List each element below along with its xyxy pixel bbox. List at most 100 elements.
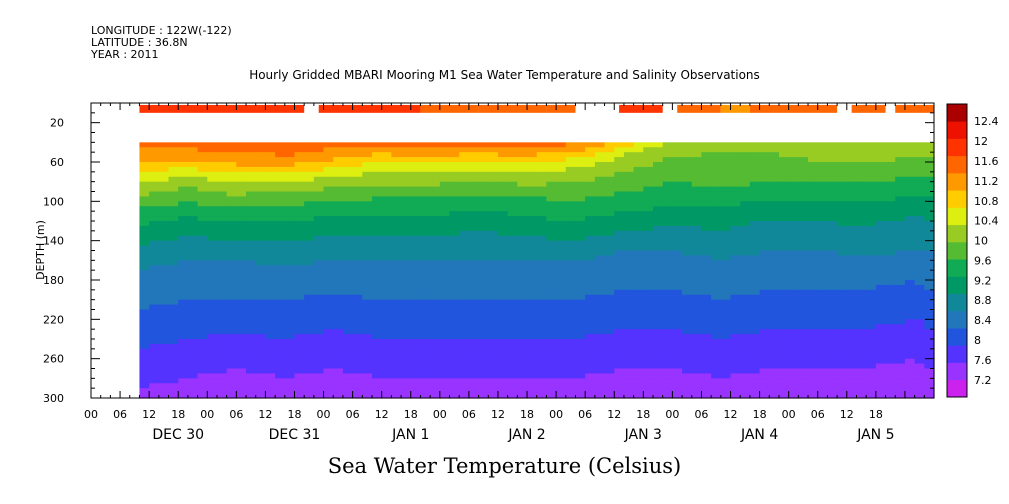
heat-cell [827,186,838,193]
heat-cell [342,280,354,286]
heat-cell [846,280,858,286]
heat-cell [662,299,673,306]
heat-cell [284,304,296,311]
heat-cell [430,393,441,399]
heat-cell [817,319,829,325]
heat-cell [798,265,809,271]
heat-cell [594,260,606,266]
heat-cell [178,142,189,148]
heat-cell [895,206,906,212]
heat-cell [527,343,538,350]
heat-cell [178,176,189,183]
heat-cell [701,284,712,291]
heat-cell [866,201,877,207]
heat-cell [633,353,644,360]
heat-cell [420,211,431,217]
heat-cell [769,255,780,261]
heat-cell [459,270,470,276]
heat-cell [914,186,925,193]
heat-cell [749,358,761,365]
heat-cell [468,196,480,202]
heat-cell [798,329,809,335]
heat-cell [769,289,780,296]
heat-cell [565,166,577,173]
heat-cell [875,270,887,276]
heat-cell [294,225,305,232]
heat-cell [439,289,451,296]
heat-cell [759,334,770,340]
heat-cell [391,378,402,384]
heat-cell [246,142,257,148]
heat-cell [720,358,732,365]
heat-cell [149,329,160,335]
heat-cell [168,343,179,350]
heat-cell [585,176,596,183]
heat-cell [585,260,596,266]
heat-cell [565,329,577,335]
heat-cell [643,255,654,261]
heat-cell [275,284,286,291]
heat-cell [817,206,829,212]
heat-cell [236,270,247,276]
heat-cell [556,166,567,173]
heat-cell [798,152,809,158]
heat-cell [507,319,518,325]
heat-cell [808,265,819,271]
heat-cell [507,235,518,242]
heat-cell [759,245,770,252]
heat-cell [701,314,712,320]
heat-cell [885,363,896,370]
x-hour-label: 00 [84,408,98,421]
heat-cell [885,388,896,394]
heat-cell [623,329,635,335]
heat-cell [633,309,644,316]
heat-cell [672,206,683,212]
heat-cell [808,147,819,153]
heat-cell [265,162,276,168]
heat-cell [430,201,441,207]
heat-cell [410,393,422,399]
heat-cell [565,284,577,291]
heat-cell [352,339,363,345]
heat-cell [497,324,509,330]
x-hour-label: 06 [113,408,127,421]
heat-cell [478,378,489,384]
heat-cell [507,216,518,222]
heat-cell [875,211,887,217]
heat-cell [740,329,751,335]
heat-cell [875,201,887,207]
heat-cell [875,319,887,325]
heat-cell [391,176,402,183]
heat-cell [139,216,150,222]
heat-cell [749,181,761,188]
heat-cell [342,142,354,148]
heat-cell [439,339,451,345]
heat-cell [333,353,344,360]
heat-cell [401,162,412,168]
heat-cell [430,280,441,286]
heat-cell [808,309,819,316]
heat-cell [420,368,431,375]
heat-cell [575,324,586,330]
heat-cell [585,383,596,389]
heat-cell [866,289,877,296]
heat-cell [158,289,170,296]
heat-cell [410,319,422,325]
heat-cell [391,196,402,202]
heat-cell [430,304,441,311]
heat-cell [682,363,693,370]
heat-cell [401,240,412,247]
heat-cell [614,230,625,237]
heat-cell [468,235,480,242]
heat-cell [924,221,935,227]
heat-cell [294,393,305,399]
heat-cell [604,373,615,379]
heat-cell [468,378,480,384]
surface-band-segment [851,104,886,113]
heat-cell [439,235,451,242]
heat-cell [885,265,896,271]
heat-cell [246,334,257,340]
heat-cell [672,240,683,247]
heat-cell [517,368,528,375]
heat-cell [439,309,451,316]
